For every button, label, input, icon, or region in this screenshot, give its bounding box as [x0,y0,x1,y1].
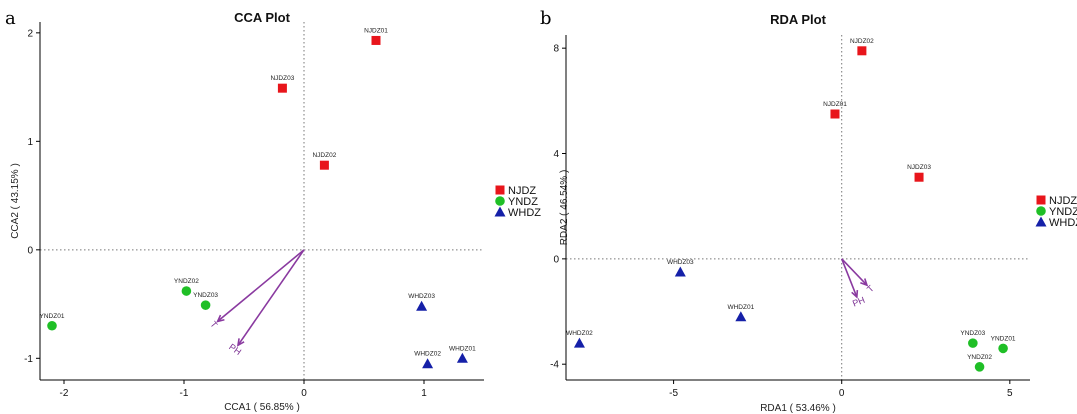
point-whdz01 [735,311,747,322]
arrow-ph [840,258,858,298]
point-yndz02 [181,286,192,296]
legend-label-whdz: WHDZ [1049,217,1077,229]
point-label: WHDZ03 [667,259,694,266]
y-tick-label: 2 [27,28,33,39]
legend-marker-whdz [1035,216,1047,227]
legend-marker-whdz [494,206,506,217]
arrowhead-ph [236,338,245,347]
point-label: YNDZ02 [967,354,992,361]
point-yndz01 [998,343,1008,354]
point-njdz03 [277,83,287,93]
point-label: NJDZ03 [907,164,931,171]
point-yndz03 [200,300,211,310]
x-tick-label: 0 [301,388,307,399]
point-label: NJDZ01 [364,27,388,34]
y-tick-label: 0 [27,245,33,256]
point-label: WHDZ01 [449,345,476,352]
point-label: WHDZ02 [566,330,593,337]
legend-label-njdz: NJDZ [1049,195,1077,207]
point-label: YNDZ01 [40,313,65,320]
y-axis-label: CCA2 ( 43.15% ) [10,163,21,239]
y-tick-label: 0 [553,254,559,265]
x-axis-label: RDA1 ( 53.46% ) [760,403,836,414]
arrow-label-t: T [208,319,220,330]
point-label: YNDZ02 [174,278,199,285]
legend-marker-njdz [1036,195,1046,205]
point-whdz01 [456,352,468,363]
point-whdz03 [416,300,428,311]
point-yndz02 [974,362,985,372]
legend-marker-yndz [495,196,505,206]
panel-b: b RDA Plot -5 0 5 -4 0 4 8 RDA1 ( 53.46% ) RDA2 ( … [540,8,1077,414]
x-tick-label: 0 [839,388,845,399]
arrow-label-ph: PH [851,295,866,309]
panel-a: a CCA Plot -2 -1 0 1 -1 0 1 2 CCA1 ( 56.85% ) CCA2 … [5,8,541,413]
y-tick-label: 4 [553,149,559,160]
x-tick-label: 1 [421,388,427,399]
point-njdz02 [857,46,867,56]
point-njdz02 [319,160,329,170]
point-njdz03 [914,172,924,182]
point-label: WHDZ01 [727,304,754,311]
legend-label-yndz: YNDZ [1049,206,1077,218]
x-tick-label: 5 [1007,388,1013,399]
y-tick-label: -4 [550,360,559,371]
panel-label: b [540,8,552,29]
x-tick-label: -2 [60,388,69,399]
legend-label-yndz: YNDZ [508,196,538,208]
y-axis-label: RDA2 ( 46.54% ) [559,170,570,246]
point-label: NJDZ02 [850,38,874,45]
legend-label-njdz: NJDZ [508,185,536,197]
arrow-t [217,249,305,323]
x-tick-label: -1 [180,388,189,399]
point-label: NJDZ01 [823,101,847,108]
panel-label: a [5,8,16,29]
arrow-label-t: T [865,283,876,294]
point-label: YNDZ03 [193,292,218,299]
point-whdz02 [422,358,434,369]
point-label: WHDZ02 [414,351,441,358]
y-tick-label: 1 [27,137,33,148]
arrow-ph [237,249,305,346]
chart-title: CCA Plot [234,10,291,25]
arrowhead-t [860,278,869,287]
point-yndz01 [47,320,57,331]
x-axis-label: CCA1 ( 56.85% ) [224,402,300,413]
x-tick-label: -5 [669,388,678,399]
point-label: NJDZ02 [312,152,336,159]
point-whdz03 [674,266,686,277]
legend-marker-yndz [1036,206,1046,216]
point-label: NJDZ03 [270,75,294,82]
chart-title: RDA Plot [770,12,827,27]
point-njdz01 [830,109,840,119]
y-tick-label: 8 [553,44,559,55]
point-label: YNDZ03 [960,330,985,337]
point-label: WHDZ03 [408,293,435,300]
arrowhead-ph [851,290,859,299]
point-njdz01 [371,35,381,45]
legend-marker-njdz [495,185,505,195]
point-label: YNDZ01 [991,335,1016,342]
point-yndz03 [968,338,978,348]
point-whdz02 [573,337,585,348]
y-tick-label: -1 [24,354,33,365]
legend-label-whdz: WHDZ [508,207,541,219]
arrowhead-t [216,314,225,323]
arrow-t [841,258,868,286]
